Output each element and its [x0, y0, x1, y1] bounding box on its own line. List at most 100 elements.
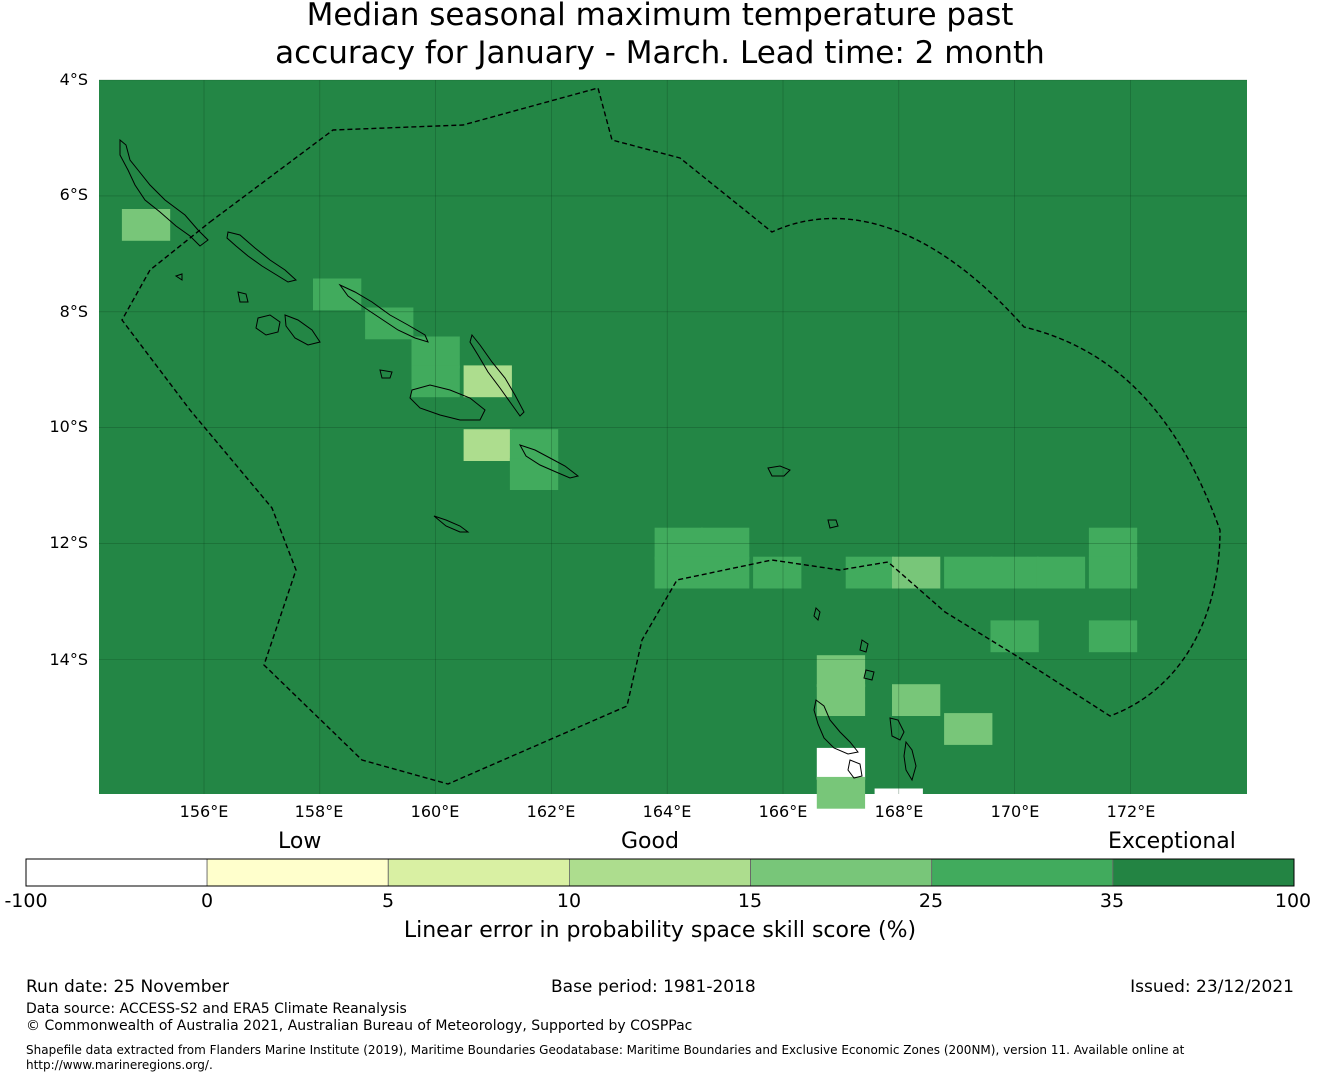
grid-cell: [845, 556, 894, 589]
map-area: [99, 79, 1247, 821]
banks-islands: [859, 639, 875, 681]
makira-island: [518, 444, 580, 479]
russell-islands: [379, 369, 393, 379]
colorbar-bin: [1112, 858, 1295, 887]
colorbar-bin: [569, 858, 751, 887]
grid-cell: [509, 458, 559, 490]
pentecost-island: [903, 740, 917, 782]
grid-cell: [816, 655, 866, 687]
grid-cell: [654, 556, 703, 589]
torres-islands: [813, 607, 821, 621]
colorbar-bin: [750, 858, 933, 887]
vanikoro-island: [827, 519, 839, 529]
grid-cell: [892, 556, 941, 589]
grid-cell: [1088, 527, 1138, 560]
grid-cell: [654, 527, 703, 560]
lat-label: 12°S: [49, 533, 88, 552]
bougainville-island: [119, 138, 209, 247]
colorbar-title: Linear error in probability space skill …: [403, 918, 917, 943]
lat-label: 6°S: [59, 185, 88, 204]
grid-cell: [701, 527, 750, 560]
rennell-island: [433, 515, 470, 533]
grid-cell: [411, 336, 460, 369]
colorbar-tick: 5: [381, 890, 395, 912]
guadalcanal-island: [409, 384, 486, 421]
grid-cell: [990, 556, 1039, 589]
category-good: Good: [621, 829, 679, 854]
map-title: Median seasonal maximum temperature past…: [0, 0, 1320, 72]
colorbar-tick: 35: [1099, 890, 1125, 912]
grid-cell: [701, 556, 750, 589]
coastlines: [119, 138, 917, 782]
lon-label: 160°E: [410, 802, 460, 821]
lon-label: 168°E: [874, 802, 924, 821]
espiritu-santo-island: [813, 699, 859, 755]
grid-cell: [463, 429, 512, 461]
colorbar-tick: -100: [4, 890, 48, 912]
colorbar-bin: [387, 858, 570, 887]
title-line-1: Median seasonal maximum temperature past: [306, 0, 1014, 33]
category-low: Low: [278, 829, 322, 854]
base-period: Base period: 1981-2018: [551, 977, 756, 997]
grid-cell: [121, 209, 171, 241]
shapefile-credit-line-1: Shapefile data extracted from Flanders M…: [26, 1043, 1185, 1057]
isabel-island: [338, 283, 429, 343]
lon-label: 172°E: [1106, 802, 1156, 821]
colorbar-bin: [931, 858, 1114, 887]
grid-cell: [1088, 556, 1138, 589]
shapefile-credit: Shapefile data extracted from Flanders M…: [26, 1043, 1184, 1073]
grid-cell: [509, 429, 559, 461]
grid-cell: [411, 365, 460, 398]
malekula-island: [889, 717, 905, 741]
colorbar-tick: 15: [737, 890, 763, 912]
run-date: Run date: 25 November: [26, 977, 229, 997]
grid-cell: [990, 620, 1039, 653]
colorbar-frame: [25, 858, 1295, 887]
eez-boundary: [121, 87, 1221, 785]
lon-label: 166°E: [758, 802, 808, 821]
grid-cell: [463, 365, 512, 398]
grid-cell: [1036, 556, 1086, 589]
grid-cell: [944, 713, 993, 745]
issued-date: Issued: 23/12/2021: [1130, 977, 1294, 997]
colorbar-bin: [206, 858, 389, 887]
colorbar: [25, 858, 1295, 887]
colorbar-tick: 0: [200, 890, 214, 912]
lon-label: 170°E: [990, 802, 1040, 821]
grid-cell: [365, 307, 414, 340]
new-georgia-island: [255, 314, 281, 336]
lat-label: 10°S: [49, 417, 88, 436]
colorbar-tick: 25: [918, 890, 944, 912]
grid-cell: [313, 278, 362, 311]
shapefile-credit-line-2: http://www.marineregions.org/.: [26, 1058, 213, 1072]
copyright: © Commonwealth of Australia 2021, Austra…: [26, 1018, 693, 1034]
lon-label: 158°E: [294, 802, 344, 821]
santa-cruz-island: [767, 465, 791, 477]
lat-label: 4°S: [59, 70, 88, 89]
title-line-2: accuracy for January - March. Lead time:…: [275, 35, 1045, 71]
choiseul-island: [226, 231, 298, 283]
category-exceptional: Exceptional: [1108, 829, 1236, 854]
grid-cell: [816, 684, 866, 716]
grid-cell: [816, 747, 866, 780]
data-source: Data source: ACCESS-S2 and ERA5 Climate …: [26, 1001, 407, 1017]
lon-label: 164°E: [642, 802, 692, 821]
gridlines: [99, 79, 1247, 794]
grid-cell: [944, 556, 993, 589]
grid-cell: [1088, 620, 1138, 653]
grid-cell: [874, 788, 923, 821]
map-background: [99, 80, 1247, 794]
lat-label: 14°S: [49, 650, 88, 669]
lon-label: 156°E: [179, 802, 229, 821]
malaita-island: [469, 333, 525, 417]
new-georgia-group: [284, 314, 321, 346]
lat-label: 8°S: [59, 302, 88, 321]
shortland-islands: [174, 273, 249, 303]
colorbar-tick: 100: [1274, 890, 1312, 912]
lon-label: 162°E: [526, 802, 576, 821]
efate-island: [847, 759, 863, 779]
grid-cell: [892, 684, 941, 716]
grid-cell: [816, 776, 866, 809]
colorbar-tick: 10: [556, 890, 582, 912]
